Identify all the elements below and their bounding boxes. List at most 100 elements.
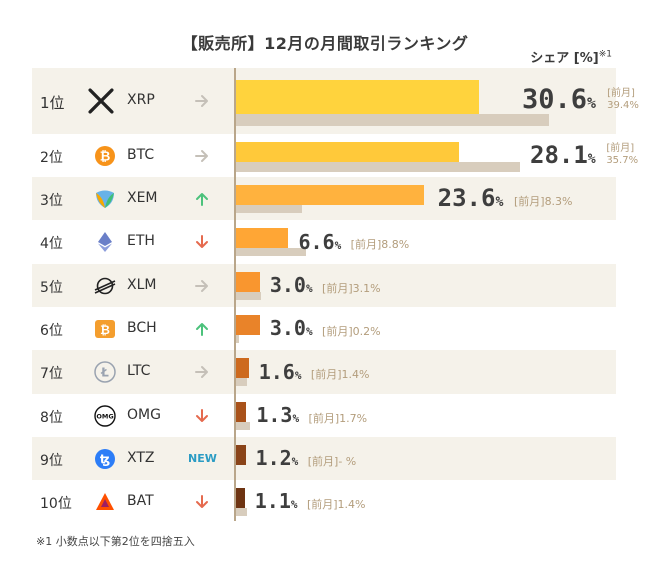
share-unit: % xyxy=(291,455,299,469)
share-value: 3.0% xyxy=(270,273,313,297)
coin-symbol: XLM xyxy=(127,276,157,293)
previous-month-caption: [前月] xyxy=(306,497,338,511)
table-row: 8位 OMG OMG xyxy=(32,394,616,437)
share-unit: % xyxy=(587,94,596,113)
unit-note: ※1 xyxy=(598,49,612,60)
previous-month-value: 1.4% xyxy=(337,497,366,511)
unit-text: シェア [%] xyxy=(530,51,599,66)
previous-month-caption: [前月] xyxy=(322,281,353,295)
btc-icon: ₿ xyxy=(95,145,115,166)
rank-label: 8位 xyxy=(40,409,63,426)
table-row: 7位 Ł LTC xyxy=(32,350,616,394)
share-value: 1.1% xyxy=(255,489,298,513)
table-row: 9位 ꜩ XTZ NEW xyxy=(32,437,616,480)
previous-month-value: 8.3% xyxy=(544,194,573,208)
rank-label: 6位 xyxy=(40,322,63,339)
previous-month-caption: [前月] xyxy=(606,142,635,154)
share-unit: % xyxy=(587,151,596,167)
previous-month-bar xyxy=(236,378,248,386)
bch-icon: ₿ xyxy=(95,319,115,338)
new-badge: NEW xyxy=(188,451,217,465)
current-bar xyxy=(236,445,246,465)
coin-symbol: LTC xyxy=(127,363,151,379)
arrow-down-icon xyxy=(196,494,208,508)
previous-month-value: 1.4% xyxy=(341,368,370,381)
arrow-down-icon xyxy=(196,408,208,422)
svg-text:Ł: Ł xyxy=(100,366,109,380)
rank-label: 4位 xyxy=(40,236,63,252)
previous-month-value: 35.7% xyxy=(606,154,639,166)
previous-month-value: - % xyxy=(338,454,357,468)
previous-month-label: [前月]1.4% xyxy=(307,496,366,512)
previous-month-bar xyxy=(236,205,302,213)
current-bar xyxy=(236,272,260,292)
current-bar xyxy=(236,80,480,114)
share-number: 30.6 xyxy=(522,84,588,116)
table-row: 3位 XEM xyxy=(32,177,616,220)
share-unit: % xyxy=(290,498,298,512)
share-number: 1.6 xyxy=(258,359,295,384)
rank-label: 9位 xyxy=(40,452,63,469)
table-row: 10位 BAT xyxy=(32,480,616,523)
share-value: 23.6% xyxy=(438,184,504,212)
svg-text:₿: ₿ xyxy=(100,149,111,164)
table-row: 6位 ₿ BCH xyxy=(32,307,616,350)
svg-text:ꜩ: ꜩ xyxy=(100,452,110,466)
previous-month-label: [前月]8.8% xyxy=(351,236,410,252)
rank-label: 7位 xyxy=(40,366,63,382)
share-number: 1.3 xyxy=(256,403,293,428)
coin-symbol: BTC xyxy=(127,146,155,163)
bat-icon xyxy=(96,492,114,510)
arrow-right-icon xyxy=(195,366,208,378)
coin-symbol: XRP xyxy=(127,92,155,108)
previous-month-label: [前月]3.1% xyxy=(322,280,381,296)
previous-month-label: [前月] 39.4% xyxy=(607,88,639,112)
share-value: 30.6% xyxy=(522,84,596,115)
coin-symbol: XTZ xyxy=(127,449,155,466)
share-number: 28.1 xyxy=(530,140,588,169)
coin-symbol: XEM xyxy=(127,189,158,206)
share-unit: % xyxy=(495,194,504,210)
rank-label: 5位 xyxy=(40,279,63,296)
previous-month-label: [前月]- % xyxy=(308,453,357,469)
previous-month-value: 3.1% xyxy=(352,281,381,295)
previous-month-label: [前月]8.3% xyxy=(514,193,573,209)
coin-symbol: OMG xyxy=(127,406,161,423)
share-number: 3.0 xyxy=(269,273,306,298)
bar-axis-line xyxy=(234,68,236,521)
share-number: 23.6 xyxy=(437,183,496,212)
current-bar xyxy=(236,488,245,508)
rank-label: 10位 xyxy=(40,495,72,512)
xtz-icon: ꜩ xyxy=(95,448,115,469)
previous-month-caption: [前月] xyxy=(310,368,342,381)
share-value: 1.3% xyxy=(256,403,299,427)
current-bar xyxy=(236,142,460,162)
current-bar xyxy=(236,228,289,248)
share-value: 3.0% xyxy=(270,316,313,340)
chart-title: 【販売所】12月の月間取引ランキング xyxy=(181,34,469,53)
share-number: 1.2 xyxy=(255,446,292,471)
previous-month-bar xyxy=(236,335,239,343)
footnote: ※1 小数点以下第2位を四捨五入 xyxy=(36,535,195,548)
rank-label: 3位 xyxy=(40,192,63,209)
arrow-right-icon xyxy=(195,95,208,107)
arrow-right-icon xyxy=(195,279,208,292)
previous-month-label: [前月]1.4% xyxy=(311,366,370,382)
previous-month-bar xyxy=(236,422,250,430)
share-value: 6.6% xyxy=(298,230,341,254)
previous-month-caption: [前月] xyxy=(308,411,340,425)
eth-icon xyxy=(98,232,112,252)
unit-label: シェア [%]※1 xyxy=(530,47,612,66)
previous-month-value: 1.7% xyxy=(339,411,368,425)
omg-icon: OMG xyxy=(94,404,116,427)
current-bar xyxy=(236,358,249,378)
coin-symbol: BCH xyxy=(127,319,157,336)
share-number: 1.1 xyxy=(254,489,291,514)
share-unit: % xyxy=(294,368,302,382)
previous-month-caption: [前月] xyxy=(350,238,382,251)
rank-label: 2位 xyxy=(40,149,63,166)
previous-month-bar xyxy=(236,508,248,516)
current-bar xyxy=(236,402,247,422)
share-value: 1.2% xyxy=(256,446,299,470)
previous-month-value: 39.4% xyxy=(607,100,639,111)
